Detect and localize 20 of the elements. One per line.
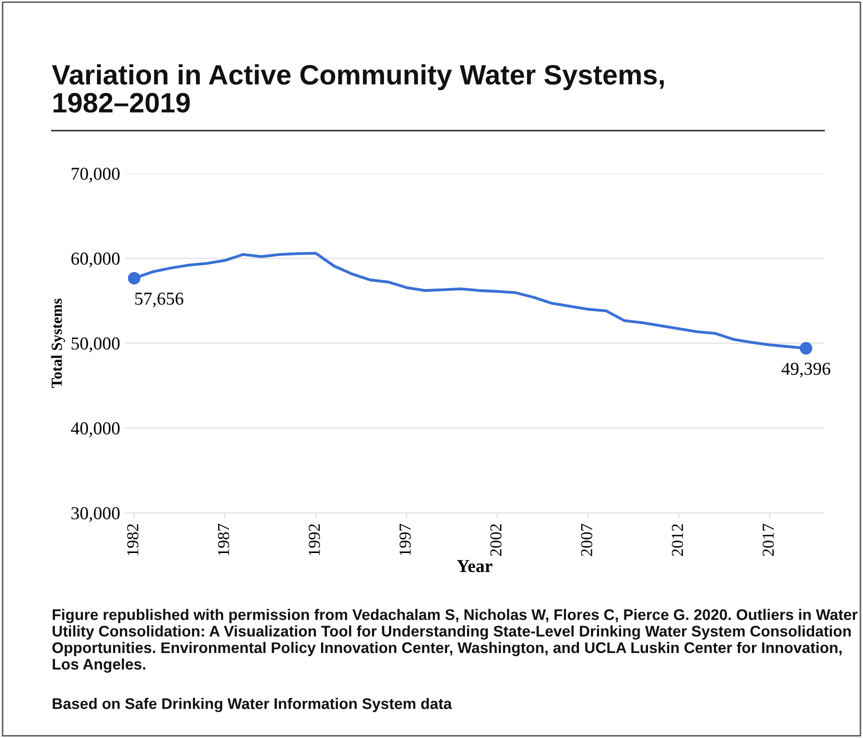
y-tick-label: 70,000	[72, 168, 120, 182]
y-tick-label: 40,000	[70, 422, 120, 438]
x-tick-label: 2007	[581, 524, 592, 556]
chart-title: Variation in Active Community Water Systems, 1982–2019	[52, 64, 664, 113]
x-tick-label: 1997	[400, 524, 411, 556]
text: Figure republished with permission from Vedachalam S, Nicholas W, Flores C, Pierce G. 2020. Outliers in Water Utility Consolidation: A Visualization Tool for Understanding State-Level Drinking Water System Consolidation Opportunities. Environmental Policy Innovation Center, Washington, and UCLA Luskin Center for Innovation, Los Angeles.	[52, 608, 858, 673]
y-tick-label: 60,000	[71, 252, 120, 268]
x-tick-label: 2017	[762, 524, 774, 556]
x-tick-label: 2002	[490, 524, 502, 556]
text: Based on Safe Drinking Water Information System data	[52, 698, 452, 712]
y-axis-title: Total Systems	[51, 298, 66, 388]
annotation: 57,656	[135, 292, 184, 308]
x-tick-label: 1982	[127, 524, 138, 556]
y-tick-label: 50,000	[72, 337, 120, 352]
y-tick-label: 30,000	[71, 507, 120, 522]
x-tick-label: 2012	[672, 524, 684, 556]
x-axis-title: Year	[456, 560, 492, 572]
x-tick-label: 1987	[218, 524, 230, 556]
annotation: 49,396	[782, 362, 830, 378]
x-tick-label: 1992	[308, 524, 320, 556]
